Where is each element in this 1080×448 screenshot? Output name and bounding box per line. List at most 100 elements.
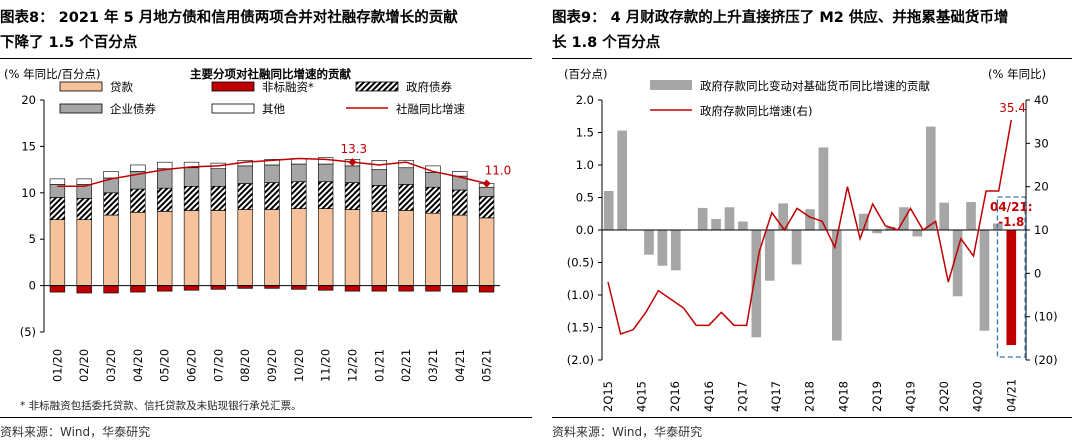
bar-1-11 <box>344 285 361 292</box>
right-bar-8 <box>711 218 721 230</box>
left-annotation-label-1: 11.0 <box>485 164 512 178</box>
bar-1-3 <box>130 285 146 293</box>
bar-4-3 <box>130 164 146 172</box>
left-panel: 图表8： 2021 年 5 月地方债和信用债两项合并对社融存款增长的贡献 下降了… <box>0 10 532 439</box>
left-xtick-label: 05/20 <box>158 349 172 382</box>
bar-1-15 <box>452 285 468 293</box>
bar-4-2 <box>103 171 119 179</box>
left-xtick-label: 01/20 <box>50 349 64 382</box>
bar-1-10 <box>317 285 334 291</box>
bar-1-13 <box>398 285 414 292</box>
legend-line-label: 社融同比增速 <box>396 102 465 116</box>
right-chart: (百分点) (% 年同比) 政府存款同比变动对基础货币同比增速的贡献政府存款同比增速… <box>564 67 1058 412</box>
bar-0-0 <box>49 219 66 286</box>
bar-3-7 <box>237 165 253 184</box>
bar-2-8 <box>264 182 280 210</box>
right-ytick-right-label: 10 <box>1034 223 1049 237</box>
left-ylabel: (% 年同比/百分点) <box>4 67 100 81</box>
left-ytick-label: 20 <box>21 93 36 107</box>
left-xtick-label: 08/20 <box>238 349 252 382</box>
right-source-rule <box>552 417 1072 418</box>
right-bar-13 <box>778 203 788 230</box>
bar-0-8 <box>264 209 280 286</box>
bar-2-0 <box>49 197 66 221</box>
bar-0-16 <box>478 217 495 286</box>
right-line-label: 35.4 <box>999 101 1026 115</box>
bar-3-6 <box>210 168 227 187</box>
right-legend-line-label: 政府存款同比增速(右) <box>700 104 812 118</box>
bar-1-2 <box>103 285 119 294</box>
bar-1-14 <box>425 285 441 292</box>
bar-3-5 <box>183 167 200 187</box>
bar-0-7 <box>237 209 253 286</box>
right-xtick-label: 2Q18 <box>803 381 817 412</box>
legend-label-0: 贷款 <box>110 80 133 94</box>
right-ytick-left-label: (2.0) <box>567 353 594 367</box>
right-highlight-box <box>996 196 1026 358</box>
left-title-line1: 图表8： 2021 年 5 月地方债和信用债两项合并对社融存款增长的贡献 <box>0 10 458 26</box>
bar-2-14 <box>425 186 441 214</box>
bar-2-15 <box>452 189 468 216</box>
left-title-rule <box>0 58 532 59</box>
bar-0-3 <box>130 211 146 286</box>
left-xtick-label: 06/20 <box>185 349 199 382</box>
left-xtick-label: 01/21 <box>372 349 386 382</box>
bar-0-15 <box>452 214 468 286</box>
legend-swatch-3 <box>59 103 103 114</box>
bar-4-1 <box>76 178 92 185</box>
left-xtick-label: 07/20 <box>211 349 225 382</box>
right-deposit-line <box>607 119 1013 335</box>
right-xtick-label: 2Q19 <box>870 381 884 412</box>
right-bar-23 <box>912 230 923 237</box>
bar-2-5 <box>183 186 200 211</box>
right-panel: 图表9： 4 月财政存款的上升直接挤压了 M2 供应、并拖累基础货币增 长 1.… <box>552 0 1080 448</box>
left-ytick-label: (5) <box>20 325 36 339</box>
right-bar-12 <box>764 230 775 281</box>
right-bar-10 <box>738 221 748 230</box>
bar-2-2 <box>103 192 119 216</box>
right-bar-25 <box>939 202 950 230</box>
left-chart-title: 主要分项对社融同比增速的贡献 <box>190 67 351 81</box>
right-legend-bar-label: 政府存款同比变动对基础货币同比增速的贡献 <box>700 79 930 93</box>
left-annotation-marker-0 <box>348 158 357 167</box>
legend-swatch-1 <box>211 81 255 92</box>
left-xtick-label: 02/20 <box>77 349 91 382</box>
bar-0-14 <box>425 212 441 286</box>
right-bar-15 <box>805 209 815 230</box>
bar-3-12 <box>371 169 387 186</box>
right-bar-26 <box>952 230 963 297</box>
bar-2-12 <box>371 185 387 212</box>
bar-2-13 <box>398 184 414 211</box>
bar-0-10 <box>317 208 334 286</box>
right-bar-16 <box>818 147 829 230</box>
bar-0-5 <box>183 210 200 286</box>
bar-0-2 <box>103 214 119 286</box>
right-xtick-label: 4Q18 <box>836 381 850 412</box>
bar-2-9 <box>291 181 307 209</box>
right-xtick-label: 2Q16 <box>668 381 682 412</box>
right-highlight-bar <box>1006 230 1017 346</box>
left-xtick-label: 03/21 <box>426 349 440 382</box>
right-bar-14 <box>791 230 802 265</box>
right-ytick-left-label: 1.5 <box>576 126 594 140</box>
bar-2-7 <box>237 183 253 210</box>
bar-0-4 <box>157 211 173 286</box>
bar-2-11 <box>344 182 361 210</box>
right-xtick-label: 04/21 <box>1004 379 1018 412</box>
bar-4-15 <box>452 171 468 177</box>
right-ytick-right-label: 30 <box>1034 136 1049 150</box>
left-xtick-label: 03/20 <box>104 349 118 382</box>
legend-label-3: 企业债券 <box>110 102 156 116</box>
right-bar-7 <box>697 207 708 230</box>
left-ytick-label: 10 <box>21 186 36 200</box>
bar-0-6 <box>210 210 227 286</box>
right-ytick-right-label: 0 <box>1034 266 1041 280</box>
bar-0-11 <box>344 209 361 286</box>
left-xtick-label: 09/20 <box>265 349 279 382</box>
bar-3-14 <box>425 172 441 188</box>
right-bar-5 <box>670 230 681 271</box>
legend-label-2: 政府债券 <box>406 80 452 94</box>
left-ytick-label: 5 <box>29 232 36 246</box>
right-xtick-label: 2Q20 <box>937 381 951 412</box>
left-source: 资料来源：Wind，华泰研究 <box>0 425 151 439</box>
